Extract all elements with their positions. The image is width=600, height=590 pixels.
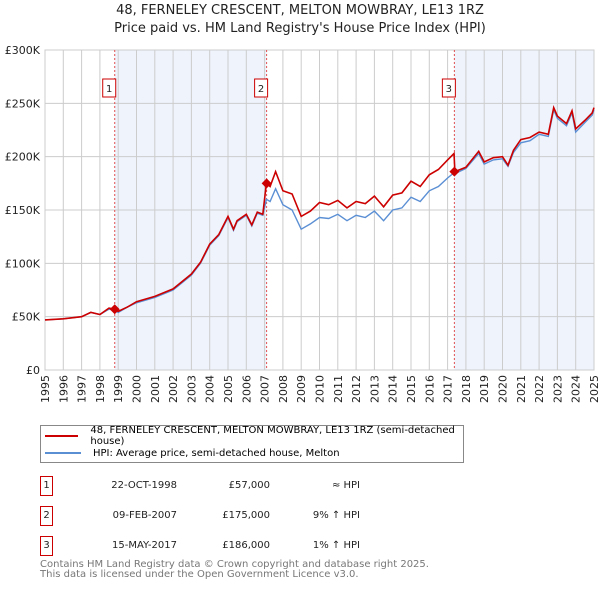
- x-tick-label: 2019: [478, 375, 491, 403]
- price-chart: 1995 1996 1997 1998 1999 2000 2001 2002 2003 2004…: [5, 44, 600, 403]
- transaction-row: 2 09-FEB-2007 £175,000 9% ↑ HPI: [40, 506, 480, 526]
- x-tick-label: 1995: [39, 375, 52, 403]
- transaction-price: £175,000: [222, 510, 270, 521]
- sale-label: 1: [106, 84, 112, 95]
- transaction-number: 1: [40, 476, 53, 496]
- y-tick-label: £300K: [5, 44, 41, 57]
- x-tick-label: 2015: [405, 375, 418, 403]
- footer-line-1: Contains HM Land Registry data © Crown c…: [40, 559, 429, 570]
- x-tick-label: 1998: [94, 375, 107, 403]
- chart-subtitle: Price paid vs. HM Land Registry's House …: [114, 21, 486, 36]
- transaction-number: 3: [40, 536, 53, 556]
- x-tick-label: 1996: [57, 375, 70, 403]
- sale-point: [261, 178, 272, 189]
- legend: 48, FERNELEY CRESCENT, MELTON MOWBRAY, L…: [40, 425, 464, 463]
- transaction-hpi-relation: 1% ↑ HPI: [312, 540, 360, 551]
- x-tick-label: 2012: [350, 375, 363, 403]
- x-tick-label: 2020: [497, 375, 510, 403]
- sale-point: [449, 166, 460, 177]
- x-tick-label: 2010: [314, 375, 327, 403]
- x-tick-label: 2017: [442, 375, 455, 403]
- legend-label-hpi: HPI: Average price, semi-detached house,…: [93, 447, 340, 459]
- legend-item-property: 48, FERNELEY CRESCENT, MELTON MOWBRAY, L…: [45, 425, 463, 447]
- y-tick-label: £100K: [5, 257, 41, 270]
- transaction-row: 3 15-MAY-2017 £186,000 1% ↑ HPI: [40, 536, 480, 556]
- transaction-price: £57,000: [228, 480, 270, 491]
- x-tick-label: 2001: [149, 375, 162, 403]
- y-tick-label: £250K: [5, 97, 41, 110]
- x-tick-label: 2024: [570, 375, 583, 403]
- x-tick-label: 2007: [259, 375, 272, 403]
- transaction-date: 09-FEB-2007: [112, 510, 177, 521]
- transaction-date: 22-OCT-1998: [111, 480, 177, 491]
- series-line-property: [44, 104, 595, 321]
- x-tick-label: 2016: [423, 375, 436, 403]
- sale-point: [109, 304, 120, 315]
- x-tick-label: 2008: [277, 375, 290, 403]
- transaction-number: 2: [40, 506, 53, 526]
- x-tick-label: 2023: [551, 375, 564, 403]
- x-tick-label: 2002: [167, 375, 180, 403]
- y-tick-label: £200K: [5, 151, 41, 164]
- legend-swatch-property: [45, 435, 79, 437]
- transaction-hpi-relation: ≈ HPI: [331, 480, 360, 491]
- legend-swatch-hpi: [45, 452, 81, 454]
- x-tick-label: 2014: [387, 375, 400, 403]
- x-tick-label: 2011: [332, 375, 345, 403]
- legend-item-hpi: HPI: Average price, semi-detached house,…: [45, 446, 340, 460]
- transaction-date: 15-MAY-2017: [111, 540, 177, 551]
- x-tick-label: 2018: [460, 375, 473, 403]
- sale-label: 3: [446, 84, 452, 95]
- sale-label-box: [441, 78, 456, 98]
- x-tick-label: 2021: [515, 375, 528, 403]
- plot-frame: [44, 49, 595, 371]
- x-tick-label: 2022: [533, 375, 546, 403]
- footer: Contains HM Land Registry data © Crown c…: [40, 560, 429, 580]
- sale-label-box: [102, 78, 117, 98]
- x-tick-label: 2009: [295, 375, 308, 403]
- y-tick-label: £0: [26, 364, 40, 377]
- x-tick-label: 2013: [368, 375, 381, 403]
- chart-title: 48, FERNELEY CRESCENT, MELTON MOWBRAY, L…: [116, 3, 484, 18]
- footer-line-2: This data is licensed under the Open Gov…: [40, 569, 359, 580]
- legend-label-property: 48, FERNELEY CRESCENT, MELTON MOWBRAY, L…: [90, 425, 455, 447]
- x-tick-label: 1997: [76, 375, 89, 403]
- sale-label-box: [254, 78, 269, 98]
- x-tick-label: 2003: [185, 375, 198, 403]
- transaction-hpi-relation: 9% ↑ HPI: [312, 510, 360, 521]
- x-tick-label: 2025: [588, 375, 600, 403]
- x-tick-label: 1999: [112, 375, 125, 403]
- transaction-row: 1 22-OCT-1998 £57,000 ≈ HPI: [40, 476, 480, 496]
- y-tick-label: £150K: [5, 204, 41, 217]
- y-tick-label: £50K: [12, 311, 41, 324]
- x-tick-label: 2000: [131, 375, 144, 403]
- x-tick-label: 2006: [240, 375, 253, 403]
- series-line-hpi: [44, 107, 595, 321]
- transaction-price: £186,000: [222, 540, 270, 551]
- x-tick-label: 2004: [204, 375, 217, 403]
- sale-label: 2: [258, 84, 264, 95]
- x-tick-label: 2005: [222, 375, 235, 403]
